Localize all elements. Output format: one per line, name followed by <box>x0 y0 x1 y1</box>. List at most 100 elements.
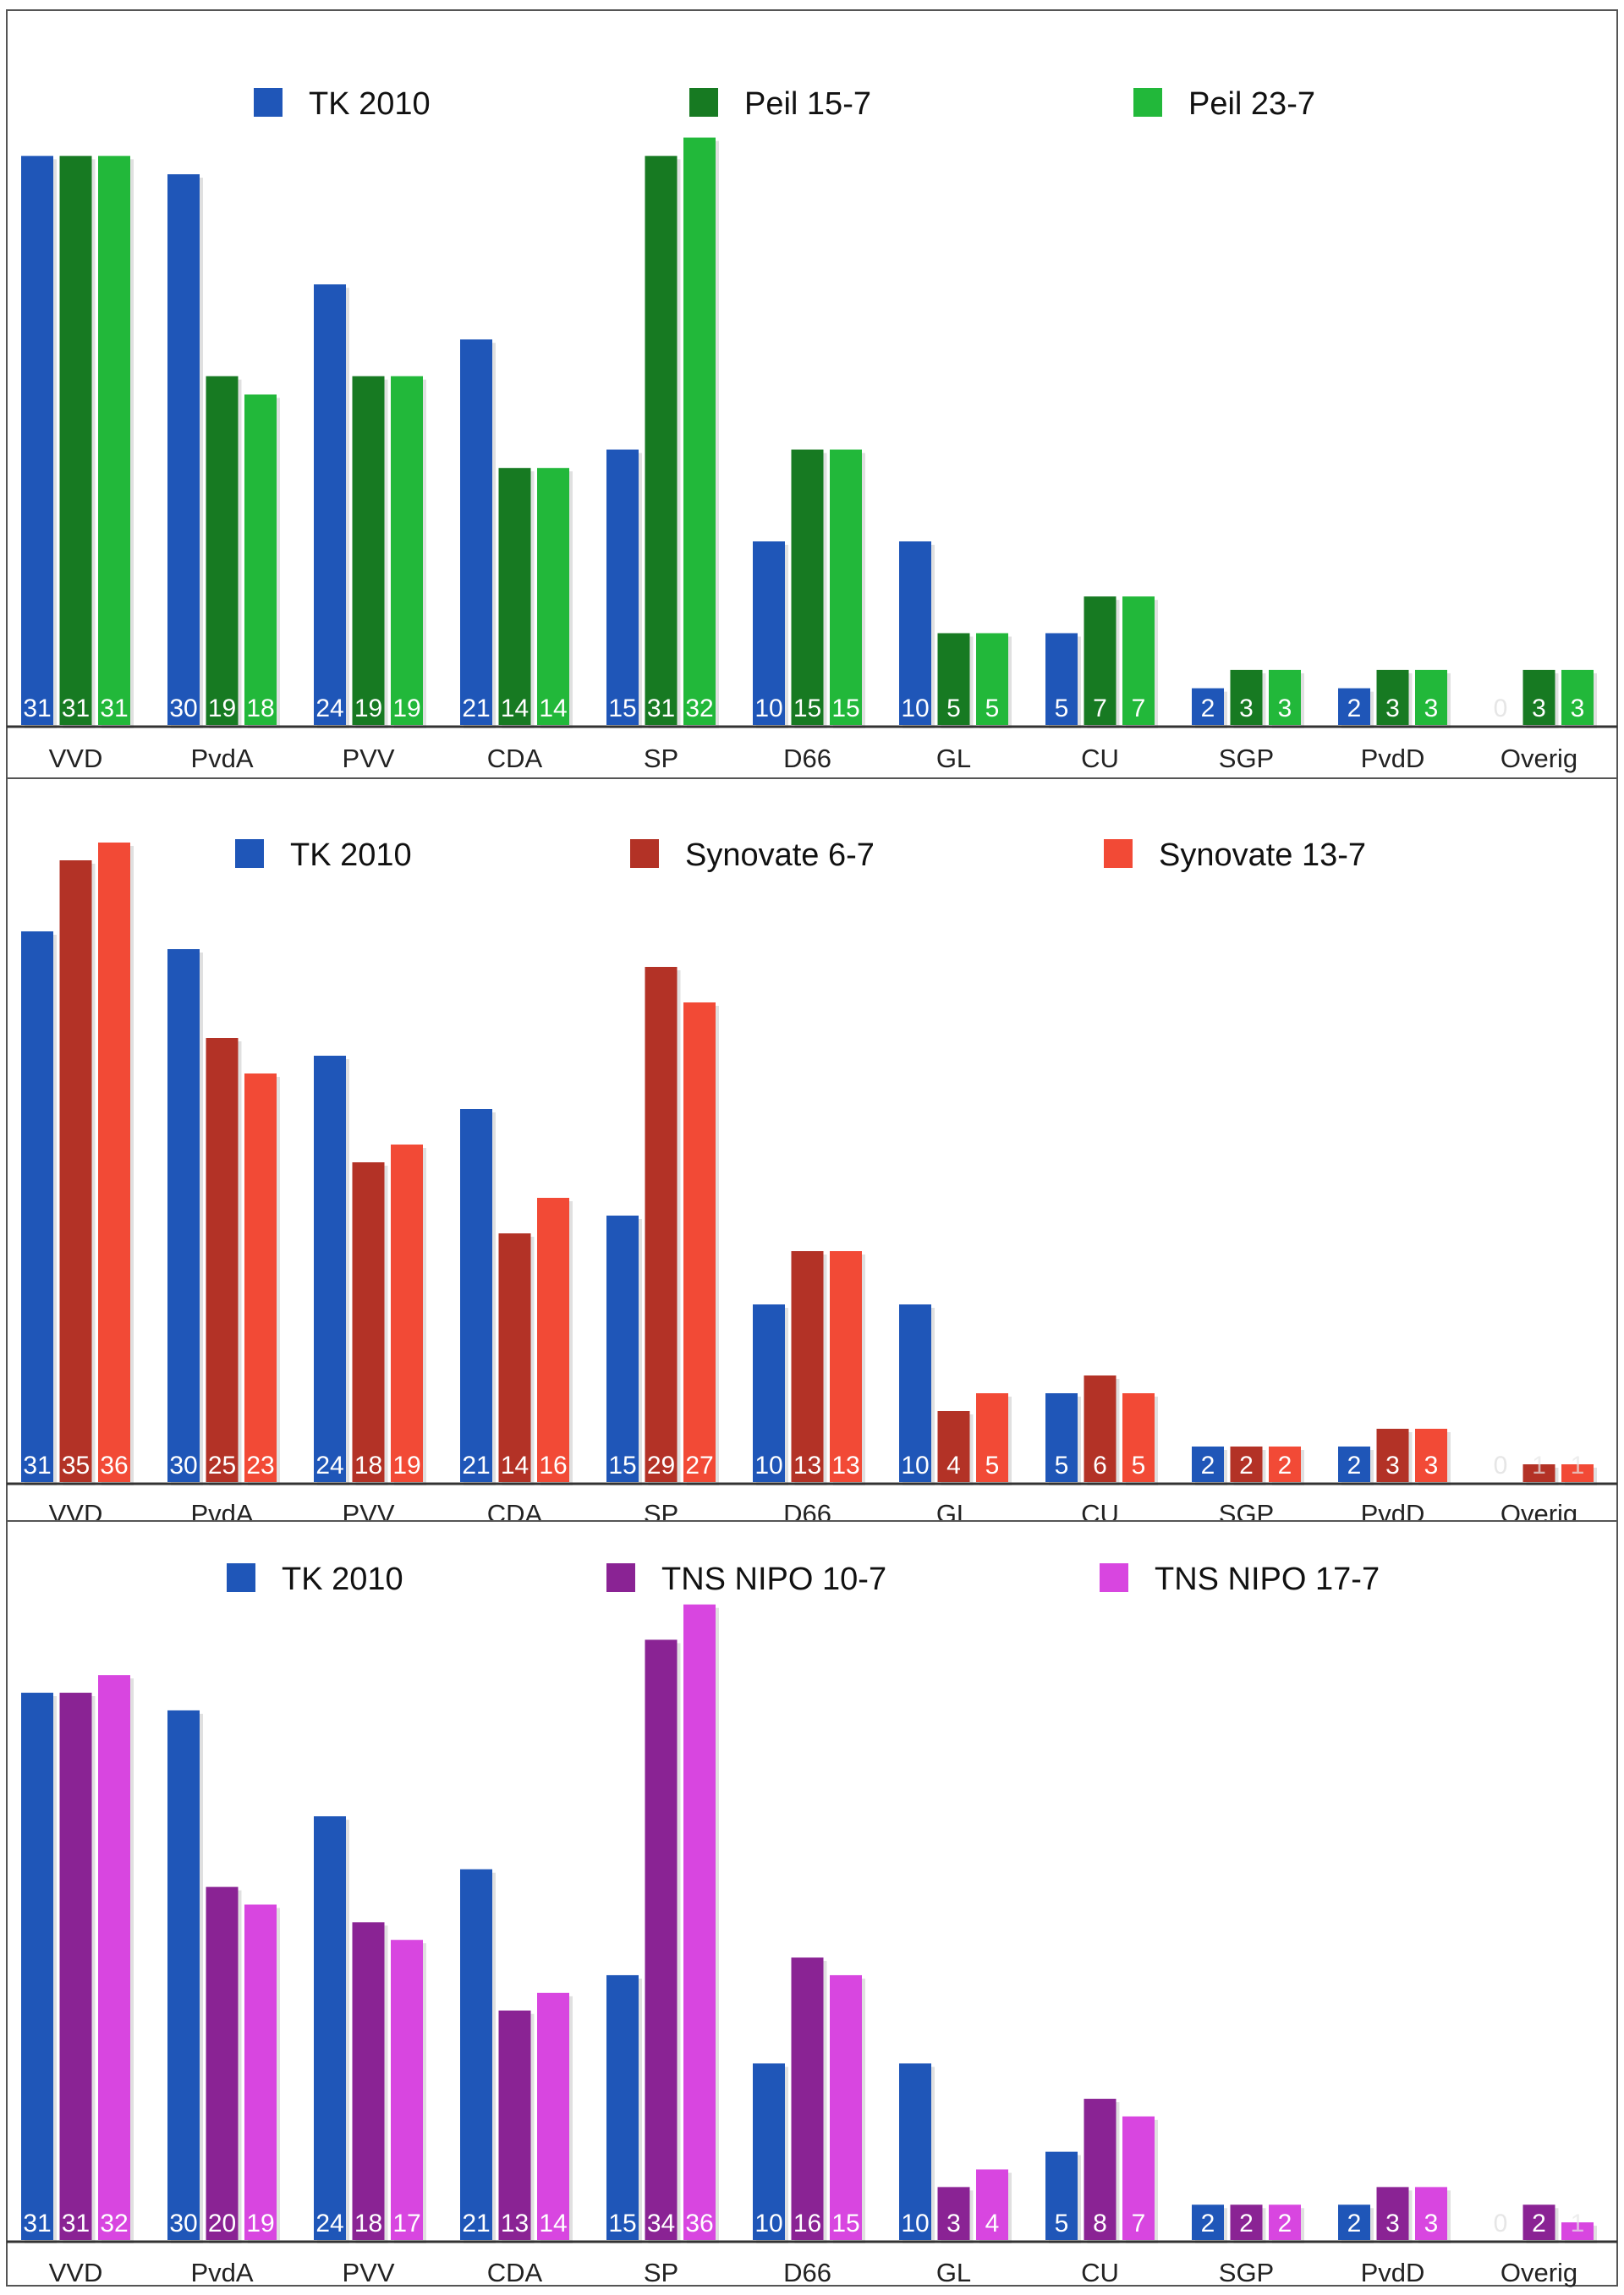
bar <box>537 468 569 725</box>
data-label: 14 <box>539 695 567 722</box>
tick-label: Overig <box>1501 744 1577 773</box>
data-label: 35 <box>62 1452 90 1480</box>
data-label: 15 <box>608 2210 636 2237</box>
data-label: 29 <box>647 1452 675 1480</box>
legend-entry: Synovate 13-7 <box>1159 837 1366 873</box>
bar <box>1192 688 1224 725</box>
tick-label: PvdD <box>1361 744 1425 773</box>
data-label: 3 <box>1385 2210 1400 2237</box>
bar <box>1561 669 1594 725</box>
data-label: 2 <box>1278 2210 1292 2237</box>
tick-label: D66 <box>783 2258 831 2287</box>
bars: 31 35 36 30 25 23 24 18 19 21 14 16 15 29 27 10 13 13 10 4 5… <box>21 843 1597 1485</box>
bar <box>791 1251 824 1482</box>
bar <box>244 1073 277 1482</box>
bar <box>1045 1393 1078 1482</box>
bar <box>98 1675 130 2240</box>
legend-swatch <box>1100 1563 1128 1592</box>
bar <box>498 2010 531 2240</box>
data-label: 14 <box>539 2210 567 2237</box>
legend-swatch <box>227 1563 255 1592</box>
data-label: 3 <box>946 2210 961 2237</box>
data-label: 30 <box>169 2210 197 2237</box>
data-label: 2 <box>1347 1452 1362 1480</box>
data-label: 31 <box>100 695 128 722</box>
data-label: 20 <box>208 2210 236 2237</box>
bar <box>1045 2151 1078 2240</box>
tick-label: PVV <box>342 2258 394 2287</box>
data-label: 1 <box>1532 1452 1546 1480</box>
bar <box>1376 2187 1409 2240</box>
tick-label: SP <box>644 2258 678 2287</box>
data-label: 10 <box>754 695 782 722</box>
data-label: 4 <box>985 2210 1000 2237</box>
bar <box>352 1922 385 2240</box>
bar <box>791 1957 824 2240</box>
data-label: 30 <box>169 695 197 722</box>
bar <box>1338 688 1370 725</box>
data-label: 15 <box>831 2210 859 2237</box>
bar <box>683 1002 716 1482</box>
bar <box>683 1604 716 2240</box>
data-label: 5 <box>1055 2210 1069 2237</box>
bar <box>830 1251 862 1482</box>
bar <box>899 2063 931 2240</box>
bar <box>1269 669 1301 725</box>
data-label: 31 <box>23 2210 51 2237</box>
bar <box>1269 1447 1301 1482</box>
bar <box>59 860 92 1482</box>
data-label: 19 <box>392 695 420 722</box>
bar <box>206 376 239 725</box>
data-label: 31 <box>23 1452 51 1480</box>
data-label: 8 <box>1093 2210 1107 2237</box>
data-label: 18 <box>246 695 274 722</box>
data-label: 3 <box>1424 2210 1439 2237</box>
bar <box>1376 669 1409 725</box>
data-label: 31 <box>62 2210 90 2237</box>
data-label: 0 <box>1494 2210 1508 2237</box>
data-label: 2 <box>1239 2210 1254 2237</box>
bar <box>1415 669 1447 725</box>
bar <box>1122 1393 1155 1482</box>
data-label: 19 <box>208 695 236 722</box>
data-label: 1 <box>1571 1452 1585 1480</box>
tick-label: CU <box>1081 744 1119 773</box>
tick-label: SP <box>644 744 678 773</box>
data-label: 3 <box>1424 1452 1439 1480</box>
data-label: 15 <box>793 695 821 722</box>
data-label: 5 <box>1055 695 1069 722</box>
data-label: 32 <box>685 695 713 722</box>
bar <box>645 1639 678 2240</box>
data-label: 23 <box>246 1452 274 1480</box>
bar <box>1415 1429 1447 1482</box>
tick-label: D66 <box>783 744 831 773</box>
data-label: 19 <box>246 2210 274 2237</box>
data-label: 13 <box>831 1452 859 1480</box>
legend-entry: TK 2010 <box>282 1562 403 1597</box>
data-label: 3 <box>1571 695 1585 722</box>
bar <box>1269 2204 1301 2240</box>
data-label: 3 <box>1278 695 1292 722</box>
bar <box>1084 596 1116 725</box>
data-label: 34 <box>647 2210 675 2237</box>
tick-label: PVV <box>342 744 394 773</box>
tick-label: VVD <box>49 2258 103 2287</box>
chart-1: TK 2010 Peil 15-7 Peil 23-731 31 31 30 19 18 24 1… <box>6 9 1618 781</box>
legend-entry: TK 2010 <box>290 837 412 873</box>
bar <box>59 1693 92 2240</box>
data-label: 2 <box>1201 2210 1215 2237</box>
data-label: 0 <box>1494 1452 1508 1480</box>
bars: 31 31 31 30 19 18 24 19 19 21 14 14 15 31 32 10 15 15 10 5 5… <box>21 137 1597 729</box>
data-label: 5 <box>946 695 961 722</box>
legend-swatch <box>630 839 659 868</box>
data-label: 17 <box>392 2210 420 2237</box>
data-label: 19 <box>392 1452 420 1480</box>
legend-entry: Synovate 6-7 <box>685 837 875 873</box>
bar <box>21 156 53 726</box>
bar <box>391 1940 423 2240</box>
tick-label: Overig <box>1501 2258 1577 2287</box>
bar <box>1561 2222 1594 2240</box>
data-label: 21 <box>462 1452 490 1480</box>
legend-swatch <box>1133 88 1162 117</box>
tick-label: CDA <box>487 744 543 773</box>
